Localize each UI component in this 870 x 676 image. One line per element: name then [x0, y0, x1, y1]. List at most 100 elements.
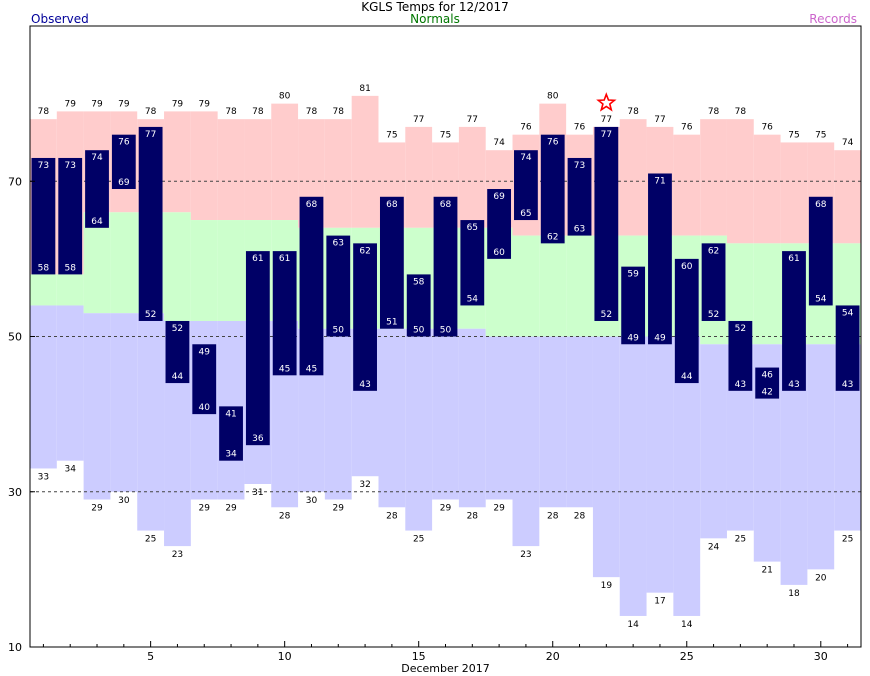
record-low-label-9: 31	[252, 488, 263, 498]
observed-low-label-21: 63	[574, 225, 585, 235]
observed-high-label-30: 68	[815, 200, 827, 210]
record-high-label-27: 78	[735, 107, 747, 117]
observed-high-label-16: 68	[440, 200, 452, 210]
observed-bar-10	[272, 251, 297, 376]
record-low-band-12	[324, 328, 352, 500]
record-low-band-30	[807, 344, 835, 570]
record-low-band-1	[30, 305, 57, 469]
observed-bar-8	[219, 406, 243, 461]
observed-bar-18	[487, 189, 512, 259]
observed-bar-24	[648, 173, 672, 345]
record-high-label-10: 80	[279, 92, 291, 102]
observed-high-label-25: 60	[681, 262, 693, 272]
record-low-band-4	[110, 313, 138, 492]
observed-low-label-12: 50	[333, 326, 345, 336]
record-high-label-29: 75	[788, 130, 799, 140]
record-high-label-22: 77	[601, 115, 612, 125]
observed-low-label-31: 43	[842, 380, 853, 390]
observed-high-label-3: 74	[91, 153, 103, 163]
record-low-band-2	[56, 305, 84, 461]
observed-high-label-22: 77	[601, 130, 612, 140]
record-low-label-18: 29	[493, 504, 505, 514]
observed-bar-9	[245, 251, 270, 446]
observed-bar-7	[192, 344, 217, 415]
record-high-band-6	[164, 111, 191, 213]
record-high-label-9: 78	[252, 107, 264, 117]
record-low-label-22: 19	[601, 581, 613, 591]
record-high-band-29	[780, 142, 808, 244]
record-high-band-12	[324, 119, 352, 228]
record-low-label-16: 29	[440, 504, 452, 514]
observed-low-label-4: 69	[118, 178, 130, 188]
record-low-band-16	[432, 328, 459, 500]
record-high-label-14: 75	[386, 130, 397, 140]
observed-low-label-2: 58	[64, 263, 76, 273]
record-high-label-13: 81	[359, 84, 370, 94]
y-tick-label-30: 30	[8, 486, 22, 499]
chart-title: KGLS Temps for 12/2017	[361, 0, 509, 14]
record-low-label-14: 28	[386, 511, 398, 521]
record-high-label-4: 79	[118, 99, 130, 109]
record-high-label-5: 78	[145, 107, 157, 117]
observed-low-label-29: 43	[788, 380, 799, 390]
observed-high-label-26: 62	[708, 246, 719, 256]
record-high-band-8	[217, 119, 245, 221]
record-high-label-24: 77	[654, 115, 665, 125]
observed-high-label-10: 61	[279, 254, 290, 264]
record-high-label-6: 79	[172, 99, 184, 109]
record-high-band-9	[244, 119, 272, 221]
record-high-label-7: 79	[199, 99, 211, 109]
observed-bar-26	[701, 243, 726, 321]
observed-high-label-31: 54	[842, 308, 854, 318]
observed-low-label-14: 51	[386, 318, 397, 328]
observed-high-label-17: 65	[467, 223, 478, 233]
record-high-band-28	[753, 134, 781, 244]
observed-bar-1	[31, 157, 56, 275]
record-high-label-30: 75	[815, 130, 826, 140]
record-high-label-25: 76	[681, 123, 693, 133]
record-low-label-1: 33	[38, 472, 49, 482]
record-high-label-11: 78	[306, 107, 318, 117]
record-low-band-26	[700, 344, 727, 539]
observed-high-label-2: 73	[64, 161, 75, 171]
record-high-label-1: 78	[38, 107, 50, 117]
observed-bar-12	[326, 235, 351, 337]
observed-low-label-1: 58	[38, 263, 50, 273]
observed-low-label-27: 43	[735, 380, 746, 390]
observed-high-label-6: 52	[172, 324, 183, 334]
record-low-band-24	[646, 336, 674, 593]
y-tick-label-70: 70	[8, 175, 22, 188]
normal-band-6	[164, 212, 191, 321]
observed-high-label-29: 61	[788, 254, 799, 264]
normal-band-7	[190, 220, 218, 321]
record-low-label-13: 32	[359, 480, 370, 490]
record-high-label-21: 76	[574, 123, 586, 133]
observed-bar-20	[540, 134, 565, 244]
observed-bar-17	[460, 220, 485, 306]
record-high-label-20: 80	[547, 92, 559, 102]
x-tick-label-30: 30	[814, 650, 828, 663]
observed-low-label-28: 42	[761, 388, 772, 398]
observed-bar-27	[728, 320, 753, 391]
record-low-label-31: 25	[842, 535, 853, 545]
normal-band-19	[512, 235, 540, 337]
record-high-label-17: 77	[467, 115, 478, 125]
normal-band-28	[753, 243, 781, 345]
observed-bar-4	[111, 134, 136, 190]
observed-high-label-15: 58	[413, 277, 425, 287]
record-low-band-19	[512, 336, 540, 547]
observed-low-label-16: 50	[440, 326, 452, 336]
record-high-band-15	[405, 126, 433, 228]
normal-band-8	[217, 220, 245, 321]
record-high-band-25	[673, 134, 701, 236]
observed-low-label-15: 50	[413, 326, 425, 336]
record-low-label-26: 24	[708, 542, 720, 552]
observed-high-label-12: 63	[333, 239, 344, 249]
record-high-label-8: 78	[225, 107, 237, 117]
observed-low-label-30: 54	[815, 294, 827, 304]
x-tick-label-20: 20	[546, 650, 560, 663]
record-low-label-5: 25	[145, 535, 156, 545]
y-tick-label-10: 10	[8, 641, 22, 654]
observed-bar-14	[379, 196, 404, 329]
